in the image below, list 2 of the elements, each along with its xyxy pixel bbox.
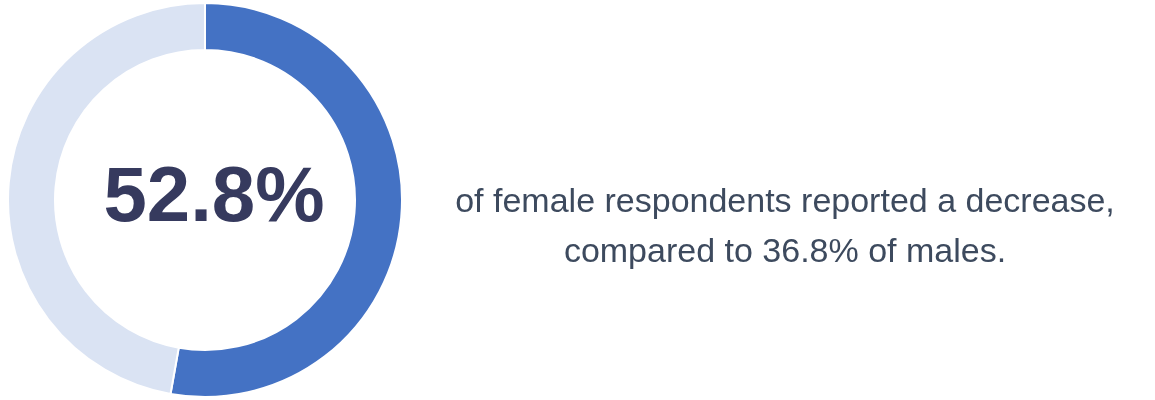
text: of female respondents reported a decrease, compared to 36.8% of males. <box>455 181 1115 269</box>
data-label: 52.8% <box>103 150 325 238</box>
